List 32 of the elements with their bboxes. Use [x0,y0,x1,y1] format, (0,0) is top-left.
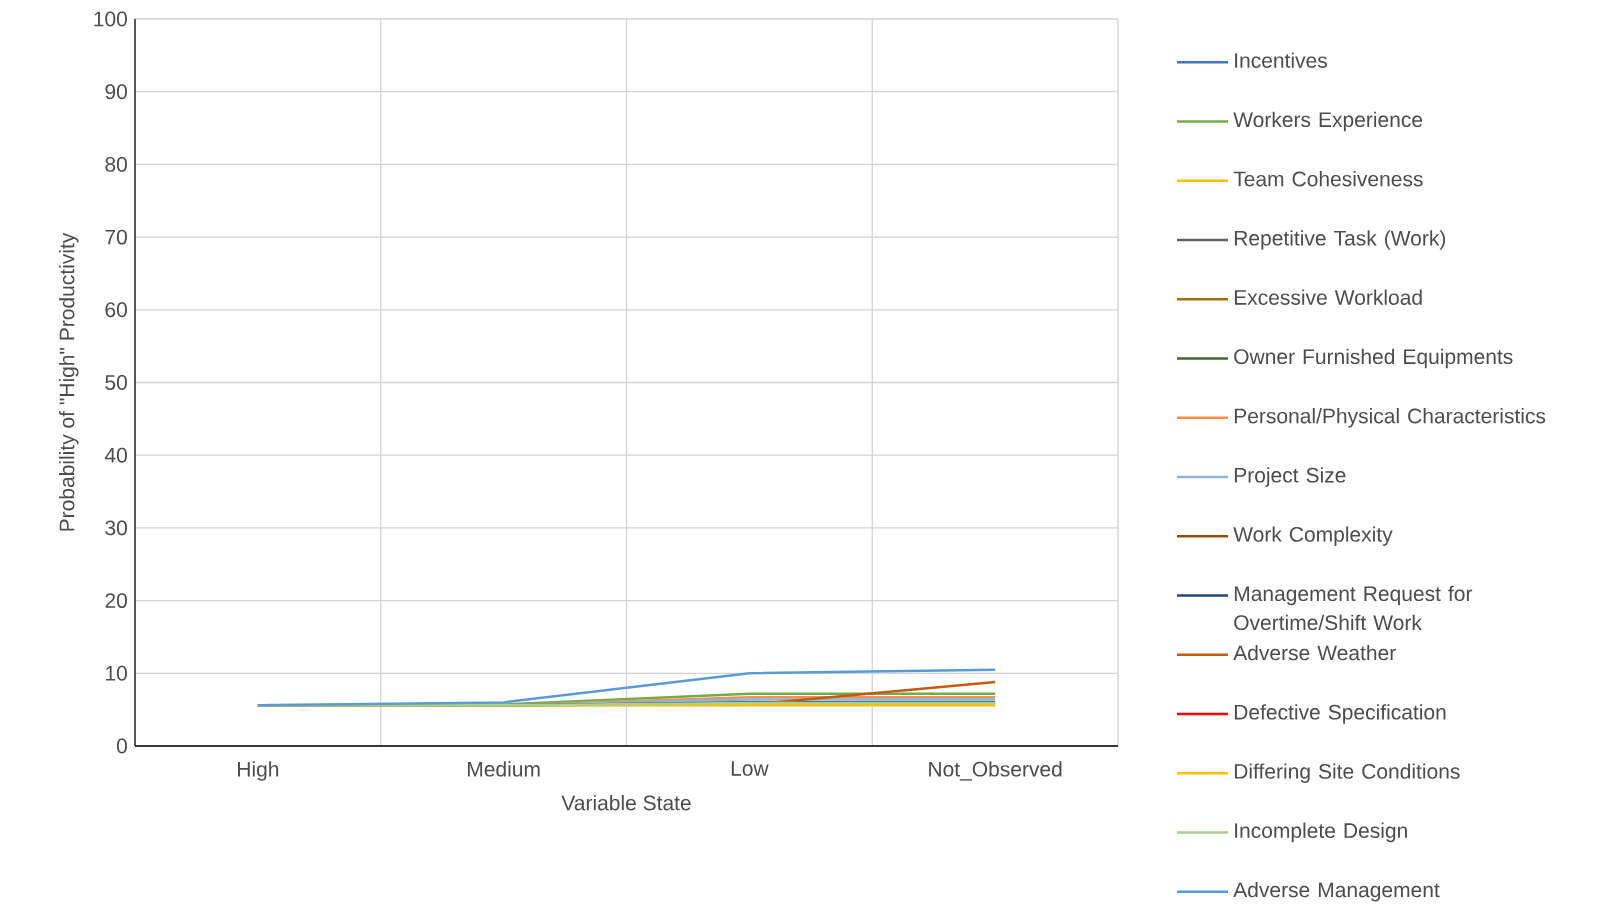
x-axis-title: Variable State [561,794,691,811]
legend-label: Incomplete Design [1235,822,1407,843]
x-tick-label: Not_Observed [929,761,1062,781]
y-tick-label: 0 [116,738,127,754]
y-tick-label: 50 [105,375,127,390]
y-tick-label: 30 [105,520,127,536]
legend-label: Project Size [1234,467,1346,487]
y-tick-label: 90 [105,84,127,100]
y-tick-label: 60 [105,302,127,318]
legend-label: Personal/Physical Characteristics [1234,408,1546,428]
legend-label: Differing Site Conditions [1234,763,1460,783]
legend-label: Excessive Workload [1234,289,1422,305]
legend-label: Workers Experience [1233,111,1423,132]
legend-label: Defective Specification [1234,704,1446,724]
legend-label: Work Complexity [1233,526,1393,546]
y-tick-label: 70 [105,229,127,245]
legend-label: Owner Furnished Equipments [1234,348,1513,369]
x-tick-label: Low [731,761,769,776]
y-tick-label: 80 [105,156,127,172]
legend-label: Team Cohesiveness [1233,171,1423,187]
y-tick-label: 20 [105,593,127,609]
y-tick-label: 100 [94,11,127,27]
y-tick-label: 40 [104,447,127,463]
y-tick-label: 10 [106,665,127,681]
legend-label: Adverse Weather [1233,644,1396,661]
legend-label: Management Request for Overtime/Shift Work [1234,585,1473,631]
y-axis-title: Probability of "High" Productivity [59,232,79,531]
legend-label: Incentives [1235,52,1327,68]
legend-label: Adverse Management [1233,881,1440,902]
legend-label: Repetitive Task (Work) [1234,230,1446,250]
x-tick-label: Medium [468,761,540,777]
x-tick-label: High [238,761,279,781]
